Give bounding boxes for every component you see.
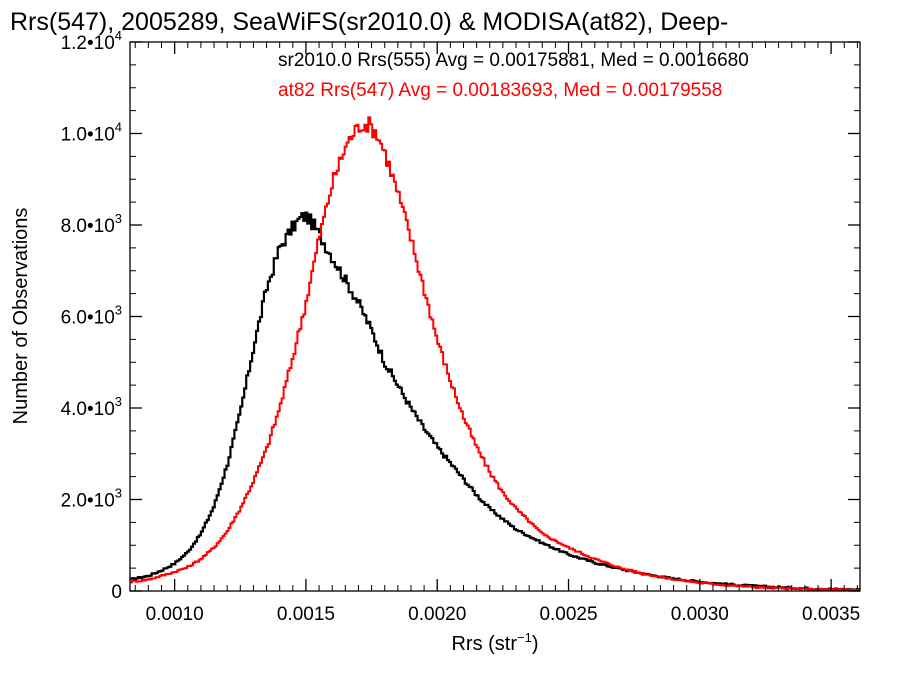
- series-line: [130, 116, 860, 592]
- y-tick-label: 1.2•104: [61, 28, 122, 54]
- y-axis-label: Number of Observations: [10, 208, 32, 425]
- y-tick-label: 4.0•103: [61, 394, 122, 420]
- legend-entry: sr2010.0 Rrs(555) Avg = 0.00175881, Med …: [278, 50, 749, 71]
- legend-entry: at82 Rrs(547) Avg = 0.00183693, Med = 0.…: [278, 80, 722, 101]
- x-tick-label: 0.0010: [146, 604, 204, 625]
- chart-title: Rrs(547), 2005289, SeaWiFS(sr2010.0) & M…: [10, 8, 728, 36]
- y-tick-label: 2.0•103: [61, 486, 122, 512]
- y-tick-label: 8.0•103: [61, 211, 122, 237]
- x-tick-label: 0.0020: [408, 604, 466, 625]
- x-tick-label: 0.0015: [277, 604, 335, 625]
- x-axis-label: Rrs (str−1): [451, 630, 538, 655]
- y-tick-label: 6.0•103: [61, 303, 122, 329]
- series-layer: [130, 116, 860, 592]
- y-tick-label: 1.0•104: [61, 120, 122, 146]
- y-tick-label: 0: [111, 582, 122, 603]
- series-line: [130, 211, 860, 592]
- legend: sr2010.0 Rrs(555) Avg = 0.00175881, Med …: [278, 50, 749, 101]
- x-tick-label: 0.0035: [802, 604, 860, 625]
- x-tick-label: 0.0030: [671, 604, 729, 625]
- ticks-layer: 0.0010 0.0015 0.0020 0.0025 0.0030 0.0035 0 2.0…: [61, 28, 861, 625]
- x-tick-label: 0.0025: [539, 604, 597, 625]
